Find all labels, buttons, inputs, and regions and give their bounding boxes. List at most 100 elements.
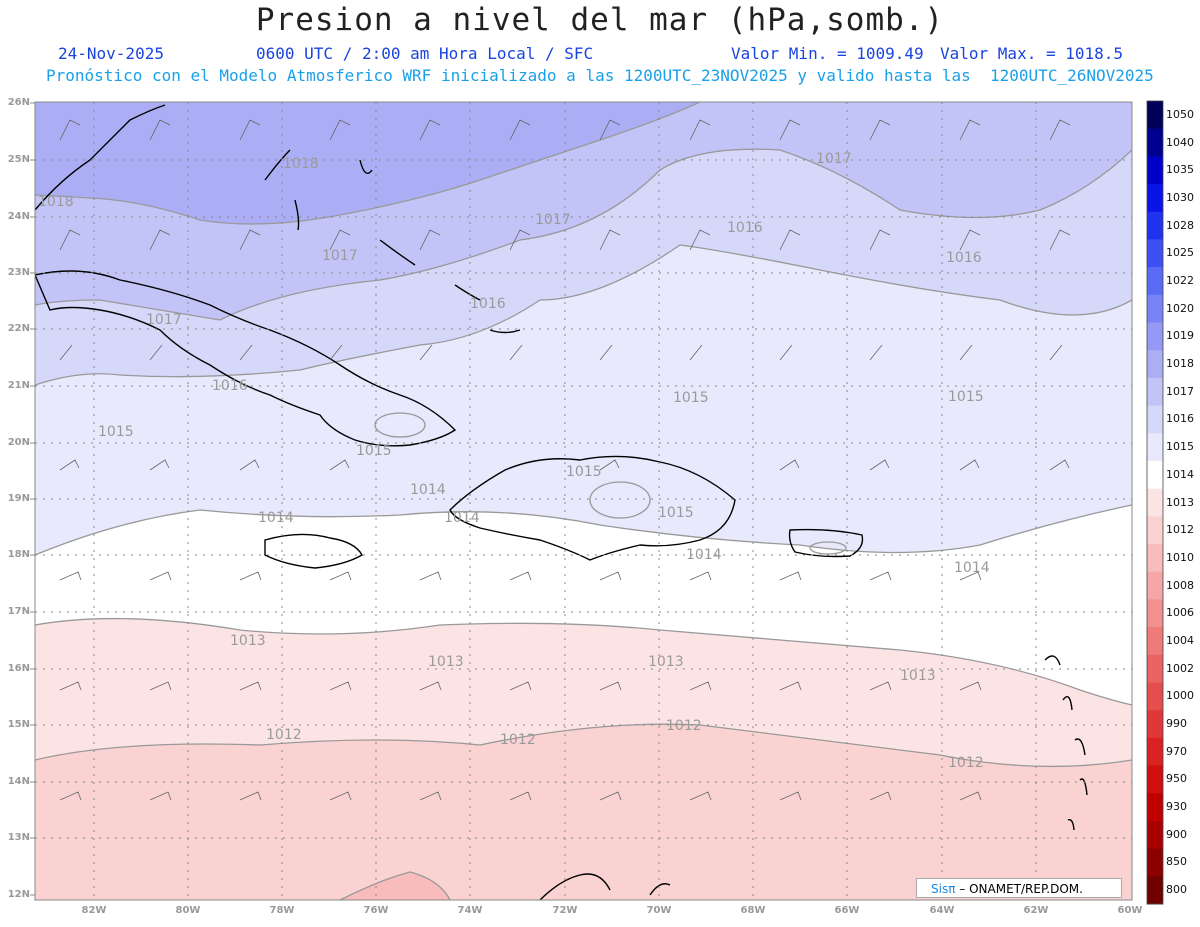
colorbar-label: 1004 [1166, 633, 1194, 647]
colorbar-label: 1010 [1166, 550, 1194, 564]
colorbar-label: 1016 [1166, 412, 1194, 426]
lat-label: 23N [7, 267, 30, 278]
bahamas-islands [264, 149, 521, 334]
colorbar-label: 800 [1166, 883, 1187, 897]
colorbar-swatch [1147, 516, 1163, 545]
colorbar-swatch [1147, 267, 1163, 296]
contour-label: 1017 [535, 212, 571, 228]
lon-label: 74W [457, 905, 483, 916]
colorbar-label: 1035 [1166, 163, 1194, 177]
colorbar-swatch [1147, 405, 1163, 434]
colorbar-label: 1028 [1166, 218, 1194, 232]
lon-label: 80W [175, 905, 201, 916]
colorbar-label: 1017 [1166, 384, 1194, 398]
colorbar-label: 1030 [1166, 190, 1194, 204]
colorbar-swatch [1147, 460, 1163, 490]
contour-label: 1015 [566, 464, 602, 480]
colorbar-label: 1012 [1166, 523, 1194, 537]
colorbar-label: 990 [1166, 717, 1187, 731]
colorbar-swatch [1147, 156, 1163, 185]
colorbar-label: 1000 [1166, 689, 1194, 703]
colorbar-swatch [1147, 599, 1163, 628]
lon-label: 82W [81, 905, 107, 916]
lat-label: 12N [7, 889, 30, 900]
lat-label: 17N [7, 606, 30, 617]
lat-label: 14N [7, 776, 30, 787]
lat-label: 20N [7, 437, 30, 448]
contour-label: 1014 [954, 560, 990, 576]
contour-label: 1013 [428, 654, 464, 670]
puerto-rico-coast [788, 528, 864, 558]
lat-label: 26N [7, 97, 30, 108]
contour-label: 1016 [946, 250, 982, 266]
contour-label: 1014 [444, 510, 480, 526]
contour-label: 1018 [283, 156, 319, 172]
lon-label: 66W [834, 905, 860, 916]
colorbar-label: 1022 [1166, 273, 1194, 287]
colorbar-label: 850 [1166, 855, 1187, 869]
contour-label: 1016 [212, 378, 248, 394]
sispi-logo-text: Sisπ [931, 882, 956, 896]
lat-label: 25N [7, 154, 30, 165]
contour-label: 1017 [322, 248, 358, 264]
colorbar-label: 1025 [1166, 246, 1194, 260]
contour-label: 1015 [356, 443, 392, 459]
valid-time: 0600 UTC / 2:00 am Hora Local / SFC [256, 44, 594, 63]
band-1018 [35, 102, 700, 224]
colorbar-label: 1020 [1166, 301, 1194, 315]
lon-label: 78W [269, 905, 295, 916]
colorbar-label: 1006 [1166, 606, 1194, 620]
lon-label: 76W [363, 905, 389, 916]
colorbar-label: 970 [1166, 744, 1187, 758]
band-1010 [340, 872, 450, 900]
cuba-coast [35, 270, 457, 447]
lat-label: 13N [7, 832, 30, 843]
model-info: Pronóstico con el Modelo Atmosferico WRF… [46, 66, 1154, 85]
colorbar-swatch [1147, 848, 1163, 877]
jamaica-coast [264, 533, 363, 569]
colorbar-label: 1050 [1166, 107, 1194, 121]
colorbar-label: 900 [1166, 827, 1187, 841]
lon-label: 64W [929, 905, 955, 916]
colorbar-label: 1019 [1166, 329, 1194, 343]
contour-label: 1013 [230, 633, 266, 649]
valid-date: 24-Nov-2025 [58, 44, 164, 63]
colorbar-swatch [1147, 682, 1163, 711]
contour-label: 1018 [38, 194, 74, 210]
colorbar-label: 1014 [1166, 467, 1194, 481]
contour-label: 1014 [686, 547, 722, 563]
colorbar-swatch [1147, 793, 1163, 822]
lat-label: 15N [7, 719, 30, 730]
colorbar-swatch [1147, 433, 1163, 462]
contour-label: 1016 [727, 220, 763, 236]
contour-label: 1012 [500, 732, 536, 748]
colorbar-swatch [1147, 128, 1163, 157]
colorbar-swatch [1147, 820, 1163, 850]
contour-label: 1013 [648, 654, 684, 670]
contour-label: 1015 [948, 389, 984, 405]
lon-label: 68W [740, 905, 766, 916]
contour-label: 1012 [948, 755, 984, 771]
lesser-antilles [1044, 655, 1088, 831]
contour-label: 1014 [258, 510, 294, 526]
colorbar-frame [1146, 100, 1164, 905]
colorbar-swatch [1147, 876, 1163, 905]
lon-label: 70W [646, 905, 672, 916]
lat-label: 22N [7, 323, 30, 334]
colorbar-swatch [1147, 765, 1163, 794]
colorbar-swatch [1147, 211, 1163, 240]
lat-label: 16N [7, 663, 30, 674]
lon-label: 60W [1117, 905, 1143, 916]
contour-label: 1015 [98, 424, 134, 440]
contour-label: 1013 [900, 668, 936, 684]
lat-label: 21N [7, 380, 30, 391]
colorbar-swatch [1147, 294, 1163, 324]
colorbar-label: 1008 [1166, 578, 1194, 592]
hispaniola-coast [449, 455, 736, 561]
lat-label: 19N [7, 493, 30, 504]
colorbar-label: 1018 [1166, 357, 1194, 371]
florida-coast [35, 104, 166, 211]
contour-label: 1017 [816, 151, 852, 167]
colorbar-swatch [1147, 488, 1163, 517]
colorbar-swatch [1147, 101, 1163, 130]
